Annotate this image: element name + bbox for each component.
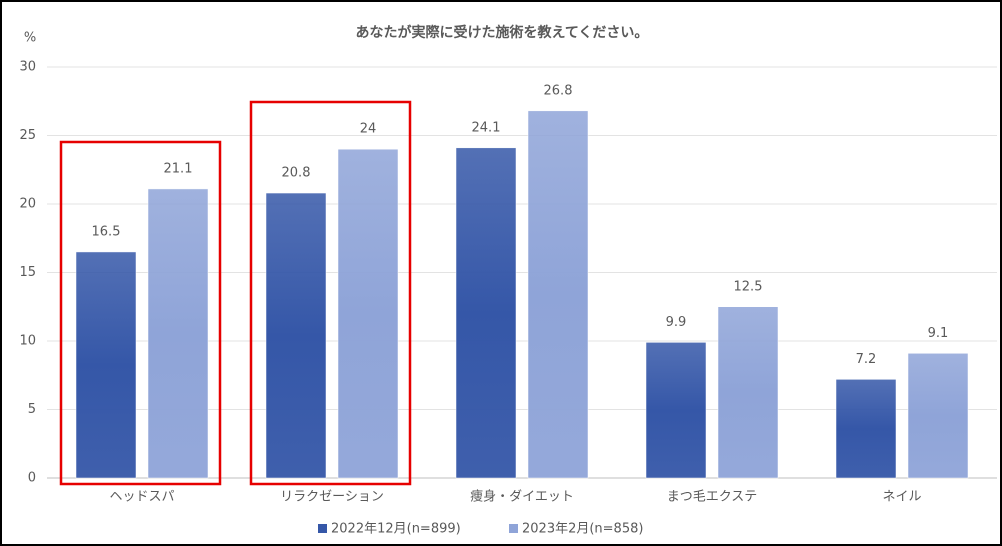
data-label: 20.8 xyxy=(282,166,311,181)
data-label: 7.2 xyxy=(856,352,877,367)
x-tick-label: リラクゼーション xyxy=(280,490,384,505)
y-tick-label: 20 xyxy=(19,197,36,212)
bar xyxy=(75,251,137,479)
plot: 0 5 10 15 20 25 30 ヘッドスパ 16.5 21.1 リラクゼーション 20.8 24 痩… xyxy=(19,60,997,537)
legend-swatch xyxy=(318,524,327,533)
y-tick-label: 10 xyxy=(19,334,36,349)
x-tick-label: まつ毛エクステ xyxy=(667,490,758,505)
y-axis-label: % xyxy=(24,31,36,46)
bar xyxy=(645,342,707,479)
bar xyxy=(907,353,969,479)
data-label: 16.5 xyxy=(92,224,121,239)
y-tick-label: 5 xyxy=(28,402,36,417)
highlight-box xyxy=(249,100,412,486)
bar xyxy=(455,147,517,479)
bar xyxy=(835,379,897,479)
bar xyxy=(147,188,209,479)
data-label: 9.9 xyxy=(666,315,687,330)
data-label: 24 xyxy=(360,122,377,137)
chart-title: あなたが実際に受けた施術を教えてください。 xyxy=(356,24,649,41)
data-label: 12.5 xyxy=(734,279,763,294)
legend-label: 2023年2月(n=858) xyxy=(522,522,643,537)
data-label: 24.1 xyxy=(472,120,501,135)
y-tick-label: 25 xyxy=(19,128,36,143)
x-tick-label: ネイル xyxy=(882,490,921,505)
data-label: 9.1 xyxy=(928,326,949,341)
y-tick-label: 0 xyxy=(28,471,36,486)
bar xyxy=(527,110,589,479)
highlight-box xyxy=(59,140,222,486)
y-tick-label: 30 xyxy=(19,60,36,75)
bar xyxy=(717,306,779,479)
data-label: 26.8 xyxy=(544,83,573,98)
legend-label: 2022年12月(n=899) xyxy=(331,522,461,537)
data-label: 21.1 xyxy=(164,161,193,176)
bar xyxy=(337,148,399,479)
bar xyxy=(265,192,327,479)
x-tick-label: 痩身・ダイエット xyxy=(470,489,574,505)
y-tick-label: 15 xyxy=(19,265,36,280)
x-tick-label: ヘッドスパ xyxy=(109,490,174,505)
legend-swatch xyxy=(509,524,518,533)
